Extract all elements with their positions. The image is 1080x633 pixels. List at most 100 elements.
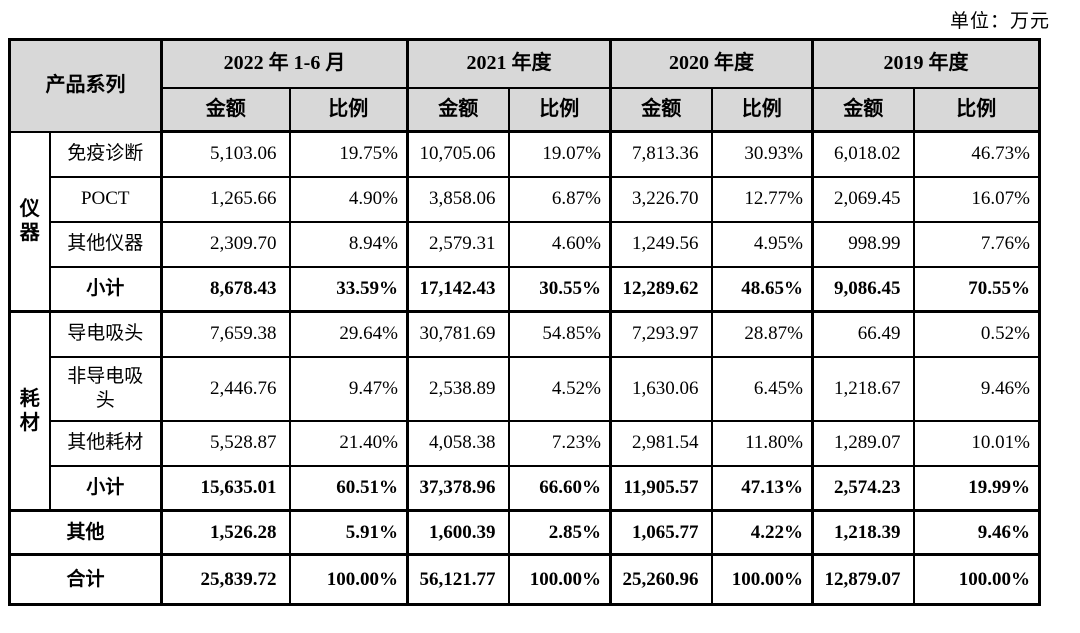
ratio-cell: 4.52% xyxy=(507,355,612,422)
table-row: 其他耗材 5,528.87 21.40% 4,058.38 7.23% 2,98… xyxy=(10,419,1041,467)
ratio-cell: 6.87% xyxy=(507,175,612,223)
amount-cell: 4,058.38 xyxy=(406,419,510,467)
amount-header: 金额 xyxy=(160,86,291,133)
row-label: 其他 xyxy=(8,509,163,556)
ratio-cell: 48.65% xyxy=(710,265,814,313)
total-row: 合计 25,839.72 100.00% 56,121.77 100.00% 2… xyxy=(8,553,1041,606)
row-label: 小计 xyxy=(48,464,163,512)
ratio-cell: 6.45% xyxy=(710,355,814,422)
row-label: 其他耗材 xyxy=(48,419,163,467)
amount-cell: 2,309.70 xyxy=(160,220,291,268)
ratio-cell: 4.95% xyxy=(710,220,814,268)
row-label: 非导电吸头 xyxy=(48,355,163,422)
amount-cell: 2,579.31 xyxy=(406,220,510,268)
ratio-cell: 5.91% xyxy=(288,509,409,556)
table-row: POCT 1,265.66 4.90% 3,858.06 6.87% 3,226… xyxy=(10,175,1041,223)
amount-cell: 1,630.06 xyxy=(609,355,713,422)
ratio-cell: 46.73% xyxy=(912,130,1041,178)
amount-header: 金额 xyxy=(811,86,915,133)
amount-cell: 56,121.77 xyxy=(406,553,510,606)
amount-cell: 1,600.39 xyxy=(406,509,510,556)
amount-cell: 5,528.87 xyxy=(160,419,291,467)
amount-cell: 12,289.62 xyxy=(609,265,713,313)
ratio-cell: 33.59% xyxy=(288,265,409,313)
ratio-cell: 4.22% xyxy=(710,509,814,556)
ratio-cell: 7.23% xyxy=(507,419,612,467)
ratio-cell: 30.55% xyxy=(507,265,612,313)
amount-cell: 1,249.56 xyxy=(609,220,713,268)
ratio-cell: 11.80% xyxy=(710,419,814,467)
amount-cell: 66.49 xyxy=(811,310,915,358)
table-row: 非导电吸头 2,446.76 9.47% 2,538.89 4.52% 1,63… xyxy=(10,355,1041,422)
ratio-cell: 60.51% xyxy=(288,464,409,512)
row-label: 合计 xyxy=(8,553,163,606)
amount-cell: 25,839.72 xyxy=(160,553,291,606)
period-header-2020: 2020 年度 xyxy=(609,38,814,89)
ratio-cell: 66.60% xyxy=(507,464,612,512)
amount-cell: 2,538.89 xyxy=(406,355,510,422)
period-header-2021: 2021 年度 xyxy=(406,38,612,89)
amount-cell: 3,858.06 xyxy=(406,175,510,223)
amount-cell: 7,293.97 xyxy=(609,310,713,358)
ratio-cell: 100.00% xyxy=(507,553,612,606)
amount-cell: 998.99 xyxy=(811,220,915,268)
amount-cell: 2,446.76 xyxy=(160,355,291,422)
ratio-header: 比例 xyxy=(507,86,612,133)
ratio-cell: 19.99% xyxy=(912,464,1041,512)
corner-header: 产品系列 xyxy=(8,38,163,133)
amount-cell: 12,879.07 xyxy=(811,553,915,606)
amount-cell: 1,526.28 xyxy=(160,509,291,556)
row-label: 免疫诊断 xyxy=(48,130,163,178)
ratio-cell: 19.75% xyxy=(288,130,409,178)
ratio-cell: 4.90% xyxy=(288,175,409,223)
row-label: 导电吸头 xyxy=(48,310,163,358)
ratio-cell: 0.52% xyxy=(912,310,1041,358)
table-row: 仪器 免疫诊断 5,103.06 19.75% 10,705.06 19.07%… xyxy=(8,130,1041,313)
amount-cell: 5,103.06 xyxy=(160,130,291,178)
amount-cell: 2,069.45 xyxy=(811,175,915,223)
ratio-cell: 8.94% xyxy=(288,220,409,268)
amount-header: 金额 xyxy=(406,86,510,133)
ratio-cell: 4.60% xyxy=(507,220,612,268)
ratio-cell: 7.76% xyxy=(912,220,1041,268)
ratio-cell: 100.00% xyxy=(912,553,1041,606)
ratio-cell: 28.87% xyxy=(710,310,814,358)
amount-cell: 7,659.38 xyxy=(160,310,291,358)
amount-cell: 37,378.96 xyxy=(406,464,510,512)
header-row-subheaders: 金额 比例 金额 比例 金额 比例 金额 比例 xyxy=(10,86,1041,133)
ratio-cell: 54.85% xyxy=(507,310,612,358)
amount-cell: 15,635.01 xyxy=(160,464,291,512)
ratio-cell: 30.93% xyxy=(710,130,814,178)
ratio-cell: 21.40% xyxy=(288,419,409,467)
ratio-cell: 100.00% xyxy=(288,553,409,606)
ratio-cell: 9.46% xyxy=(912,355,1041,422)
row-label: POCT xyxy=(48,175,163,223)
row-label: 其他仪器 xyxy=(48,220,163,268)
amount-cell: 2,574.23 xyxy=(811,464,915,512)
ratio-cell: 12.77% xyxy=(710,175,814,223)
amount-cell: 1,065.77 xyxy=(609,509,713,556)
header-row-periods: 产品系列 2022 年 1-6 月 2021 年度 2020 年度 2019 年… xyxy=(8,38,1041,133)
ratio-cell: 16.07% xyxy=(912,175,1041,223)
subtotal-row-consumables: 小计 15,635.01 60.51% 37,378.96 66.60% 11,… xyxy=(10,464,1041,512)
amount-cell: 17,142.43 xyxy=(406,265,510,313)
amount-cell: 1,218.39 xyxy=(811,509,915,556)
ratio-cell: 70.55% xyxy=(912,265,1041,313)
ratio-cell: 9.47% xyxy=(288,355,409,422)
ratio-cell: 100.00% xyxy=(710,553,814,606)
ratio-cell: 19.07% xyxy=(507,130,612,178)
ratio-cell: 10.01% xyxy=(912,419,1041,467)
amount-cell: 1,218.67 xyxy=(811,355,915,422)
amount-cell: 25,260.96 xyxy=(609,553,713,606)
group-label-consumables: 耗材 xyxy=(8,310,51,512)
amount-cell: 3,226.70 xyxy=(609,175,713,223)
ratio-cell: 2.85% xyxy=(507,509,612,556)
product-series-revenue-table: 产品系列 2022 年 1-6 月 2021 年度 2020 年度 2019 年… xyxy=(8,38,1041,606)
subtotal-row-instruments: 小计 8,678.43 33.59% 17,142.43 30.55% 12,2… xyxy=(10,265,1041,313)
amount-cell: 7,813.36 xyxy=(609,130,713,178)
amount-cell: 30,781.69 xyxy=(406,310,510,358)
table-row: 其他仪器 2,309.70 8.94% 2,579.31 4.60% 1,249… xyxy=(10,220,1041,268)
amount-cell: 1,289.07 xyxy=(811,419,915,467)
row-label: 小计 xyxy=(48,265,163,313)
unit-label: 单位：万元 xyxy=(949,11,1050,32)
